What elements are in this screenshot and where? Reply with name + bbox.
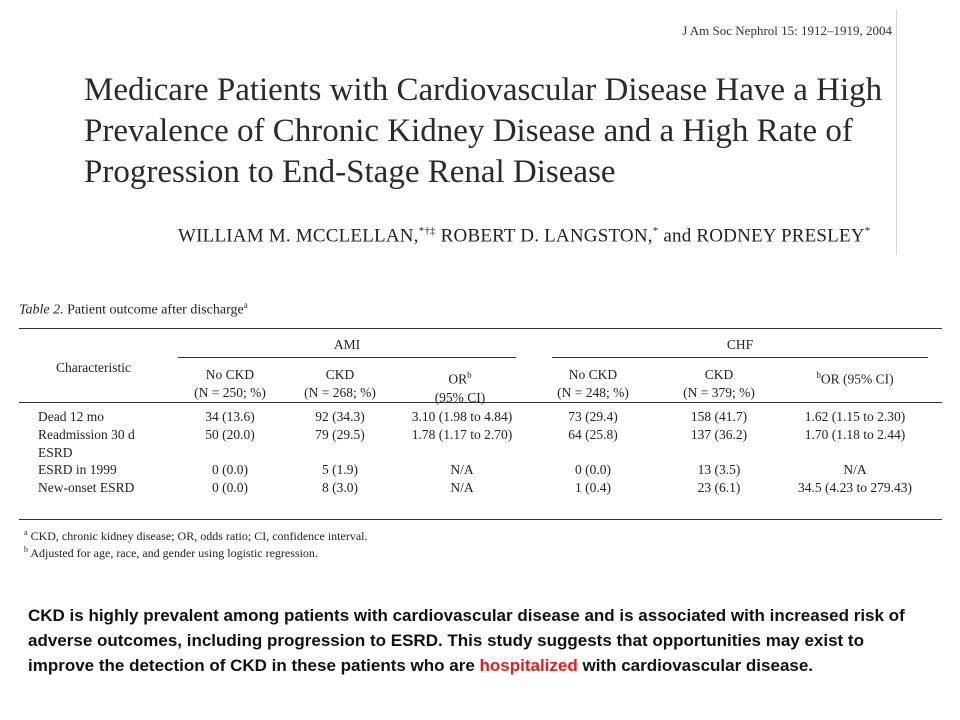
table-header-rule: [19, 402, 942, 403]
table-cell: 34 (13.6): [205, 409, 255, 424]
column-header-line: (N = 268; %): [304, 385, 376, 400]
summary-text: with cardiovascular disease.: [577, 656, 814, 675]
row-label: Readmission 30 d: [38, 426, 135, 442]
table-cell: 34.5 (4.23 to 279.43): [798, 480, 912, 496]
column-header: bOR (95% CI): [780, 366, 930, 389]
table-cell: 64 (25.8): [568, 426, 618, 442]
footnote-text: Adjusted for age, race, and gender using…: [28, 546, 318, 560]
author-name: WILLIAM M. MCCLELLAN,: [178, 225, 419, 247]
column-header-line: CKD: [704, 367, 734, 382]
row-label: ESRD in 1999: [38, 462, 117, 478]
characteristic-header: Characteristic: [56, 360, 131, 375]
chf-group-rule: [552, 357, 928, 358]
table-caption-text: Patient outcome after discharge: [67, 302, 244, 318]
author-affiliation-mark: *†‡: [418, 225, 436, 237]
table-bottom-rule: [19, 519, 942, 520]
table-footnote: a CKD, chronic kidney disease; OR, odds …: [24, 528, 367, 544]
column-header-text: OR: [448, 371, 468, 387]
table-cell: 5 (1.9): [322, 462, 358, 478]
column-header-line: (95% CI): [434, 389, 486, 405]
journal-reference: J Am Soc Nephrol 15: 1912–1919, 2004: [682, 23, 892, 38]
row-label: Dead 12 mo: [38, 409, 104, 424]
table-cell: 1 (0.4): [575, 480, 611, 496]
table-cell: 158 (41.7): [690, 409, 748, 424]
summary-highlight: hospitalized: [479, 656, 578, 675]
table-label: Table 2.: [19, 302, 64, 318]
table-cell: 0 (0.0): [212, 480, 248, 496]
author-name: and RODNEY PRESLEY: [658, 225, 865, 247]
column-header: No CKD (N = 248; %): [528, 366, 658, 402]
article-title: Medicare Patients with Cardiovascular Di…: [84, 72, 883, 190]
header-divider: [896, 10, 897, 255]
table-cell: 79 (29.5): [315, 426, 365, 442]
table-cell: 8 (3.0): [322, 480, 358, 496]
footnote-mark: b: [816, 370, 821, 380]
column-header-line: CKD: [325, 367, 355, 382]
column-header: No CKD (N = 250; %): [165, 366, 295, 402]
column-header-text: OR (95% CI): [820, 371, 894, 387]
group-header-chf: CHF: [726, 337, 754, 352]
table-cell: 3.10 (1.98 to 4.84): [411, 409, 513, 424]
table-cell: 0 (0.0): [212, 462, 248, 478]
column-header: ORb (95% CI): [395, 366, 525, 407]
summary-statement: CKD is highly prevalent among patients w…: [28, 603, 928, 678]
author-list: WILLIAM M. MCCLELLAN,*†‡ ROBERT D. LANGS…: [178, 225, 870, 247]
author-affiliation-mark: *: [652, 225, 659, 237]
table-cell: 0 (0.0): [575, 462, 611, 478]
footnote-mark: a: [243, 300, 248, 310]
table-cell: 137 (36.2): [690, 426, 748, 442]
column-header: CKD (N = 379; %): [654, 366, 784, 402]
ami-group-rule: [178, 357, 516, 358]
table-cell: N/A: [843, 462, 867, 478]
table-cell: 13 (3.5): [697, 462, 741, 478]
column-header-line: No CKD: [568, 367, 618, 382]
footnote-mark: b: [24, 545, 28, 554]
summary-text: CKD is highly prevalent among patients w…: [28, 606, 905, 675]
table-cell: 1.70 (1.18 to 2.44): [804, 426, 906, 442]
table-cell: 23 (6.1): [697, 480, 741, 496]
table-cell: 1.62 (1.15 to 2.30): [804, 409, 906, 424]
table-cell: N/A: [450, 462, 474, 478]
column-header-line: (N = 248; %): [557, 385, 629, 400]
column-header-line: No CKD: [205, 367, 255, 382]
column-header: CKD (N = 268; %): [275, 366, 405, 402]
table-cell: 1.78 (1.17 to 2.70): [411, 426, 513, 442]
author-affiliation-mark: *: [864, 225, 871, 237]
table-footnote: b Adjusted for age, race, and gender usi…: [24, 545, 318, 561]
table-top-rule: [19, 328, 942, 329]
table-caption: Table 2. Patient outcome after discharge…: [19, 300, 248, 319]
table-cell: 50 (20.0): [205, 426, 255, 442]
column-header-line: (N = 250; %): [194, 385, 266, 400]
table-cell: 73 (29.4): [568, 409, 618, 424]
footnote-mark: a: [24, 528, 28, 537]
footnote-text: CKD, chronic kidney disease; OR, odds ra…: [27, 529, 368, 543]
column-header-line: bOR (95% CI): [780, 366, 930, 389]
column-header-line: ORb: [395, 366, 525, 389]
column-header-line: (N = 379; %): [683, 385, 755, 400]
row-label: New-onset ESRD: [38, 480, 135, 496]
author-name: ROBERT D. LANGSTON,: [435, 225, 653, 247]
row-label: ESRD: [38, 444, 73, 460]
table-cell: N/A: [450, 480, 474, 496]
group-header-ami: AMI: [333, 337, 361, 352]
footnote-mark: b: [467, 370, 472, 380]
table-cell: 92 (34.3): [315, 409, 365, 424]
